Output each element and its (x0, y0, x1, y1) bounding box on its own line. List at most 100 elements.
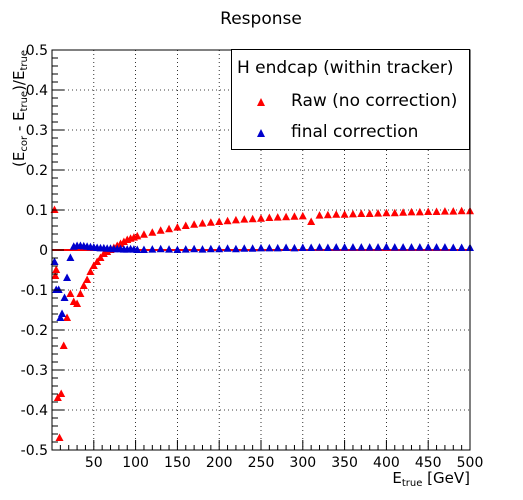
data-point (265, 213, 274, 221)
data-point (173, 245, 182, 253)
data-point (190, 244, 199, 253)
data-point (257, 243, 265, 252)
data-point (457, 243, 466, 251)
data-point (165, 245, 174, 253)
x-tick-label: 250 (248, 455, 275, 471)
data-point (60, 293, 69, 301)
x-tick-label: 500 (457, 455, 484, 471)
data-point (399, 243, 408, 251)
data-point (96, 253, 105, 261)
legend-final-marker-icon (257, 129, 265, 137)
data-point (415, 243, 424, 251)
data-point (139, 245, 148, 253)
data-point (374, 243, 383, 251)
data-point (357, 243, 366, 251)
legend: H endcap (within tracker) Raw (no correc… (231, 49, 470, 150)
data-point (307, 217, 316, 225)
data-point (432, 207, 441, 215)
data-point (365, 209, 374, 217)
y-tick-label: 0 (39, 243, 48, 259)
data-point (315, 211, 324, 219)
data-point (206, 244, 215, 253)
data-point (424, 243, 433, 251)
data-point (173, 223, 182, 231)
data-point (399, 208, 408, 216)
data-point (215, 217, 224, 225)
data-point (50, 205, 59, 213)
data-point (240, 244, 249, 252)
data-point (298, 243, 307, 251)
data-point (390, 208, 399, 217)
data-point (89, 261, 98, 269)
y-tick-label: -0.1 (21, 283, 48, 299)
legend-title: H endcap (within tracker) (237, 58, 454, 78)
data-point (332, 210, 341, 218)
data-point (181, 245, 190, 253)
data-point (198, 219, 207, 227)
legend-entry-final: final correction (232, 122, 469, 144)
x-tick-label: 450 (415, 455, 442, 471)
data-point (181, 221, 190, 229)
y-tick-labels: -0.5 -0.4 -0.3 -0.2 -0.1 0 0.1 0.2 0.3 0.4 0.5 (21, 43, 48, 459)
data-point (76, 289, 85, 297)
data-point (206, 218, 215, 226)
data-point (348, 209, 357, 218)
data-point (340, 210, 349, 218)
data-point (348, 243, 357, 251)
x-tick-label: 150 (164, 455, 191, 471)
data-point (357, 209, 366, 217)
x-tick-label: 50 (85, 455, 103, 471)
data-point (265, 243, 274, 252)
data-point (56, 313, 65, 321)
data-point (215, 244, 224, 253)
data-point (440, 243, 449, 251)
legend-raw-label: Raw (no correction) (291, 91, 458, 111)
data-point (53, 393, 62, 401)
data-point (79, 281, 88, 289)
data-point (382, 242, 391, 251)
data-point (148, 228, 157, 236)
data-point (415, 207, 424, 216)
data-point (119, 237, 128, 245)
data-point (248, 214, 257, 223)
chart-title: Response (220, 9, 302, 29)
y-tick-label: -0.5 (21, 443, 48, 459)
data-point (58, 309, 67, 317)
x-tick-label: 300 (289, 455, 316, 471)
data-point (449, 207, 458, 215)
data-point (52, 265, 61, 273)
series-1 (50, 241, 474, 321)
data-point (257, 214, 265, 222)
data-point (190, 220, 199, 228)
x-tick-label: 350 (331, 455, 358, 471)
data-point (133, 245, 142, 253)
data-point (407, 243, 416, 251)
data-point (432, 243, 441, 251)
data-point (83, 275, 92, 283)
data-point (365, 243, 374, 251)
data-point (148, 245, 157, 253)
data-point (93, 257, 102, 265)
data-point (156, 244, 165, 253)
data-point (307, 243, 316, 251)
y-tick-label: 0.5 (26, 43, 48, 59)
data-point (290, 243, 299, 252)
data-point (54, 285, 63, 293)
data-point (390, 243, 399, 251)
data-point (198, 245, 207, 253)
y-tick-label: -0.4 (21, 403, 48, 419)
data-point (139, 230, 148, 238)
data-point (55, 433, 64, 441)
data-point (59, 341, 68, 349)
series-0 (50, 205, 474, 441)
y-tick-label: -0.3 (21, 363, 48, 379)
data-point (332, 243, 341, 251)
data-point (440, 207, 449, 215)
data-point (231, 215, 240, 224)
data-point (273, 243, 282, 252)
data-point (66, 289, 75, 297)
data-point (323, 210, 332, 219)
data-point (73, 299, 82, 307)
data-point (290, 212, 299, 220)
y-axis-label: (Ecor - Etrue)/Etrue (10, 50, 30, 167)
